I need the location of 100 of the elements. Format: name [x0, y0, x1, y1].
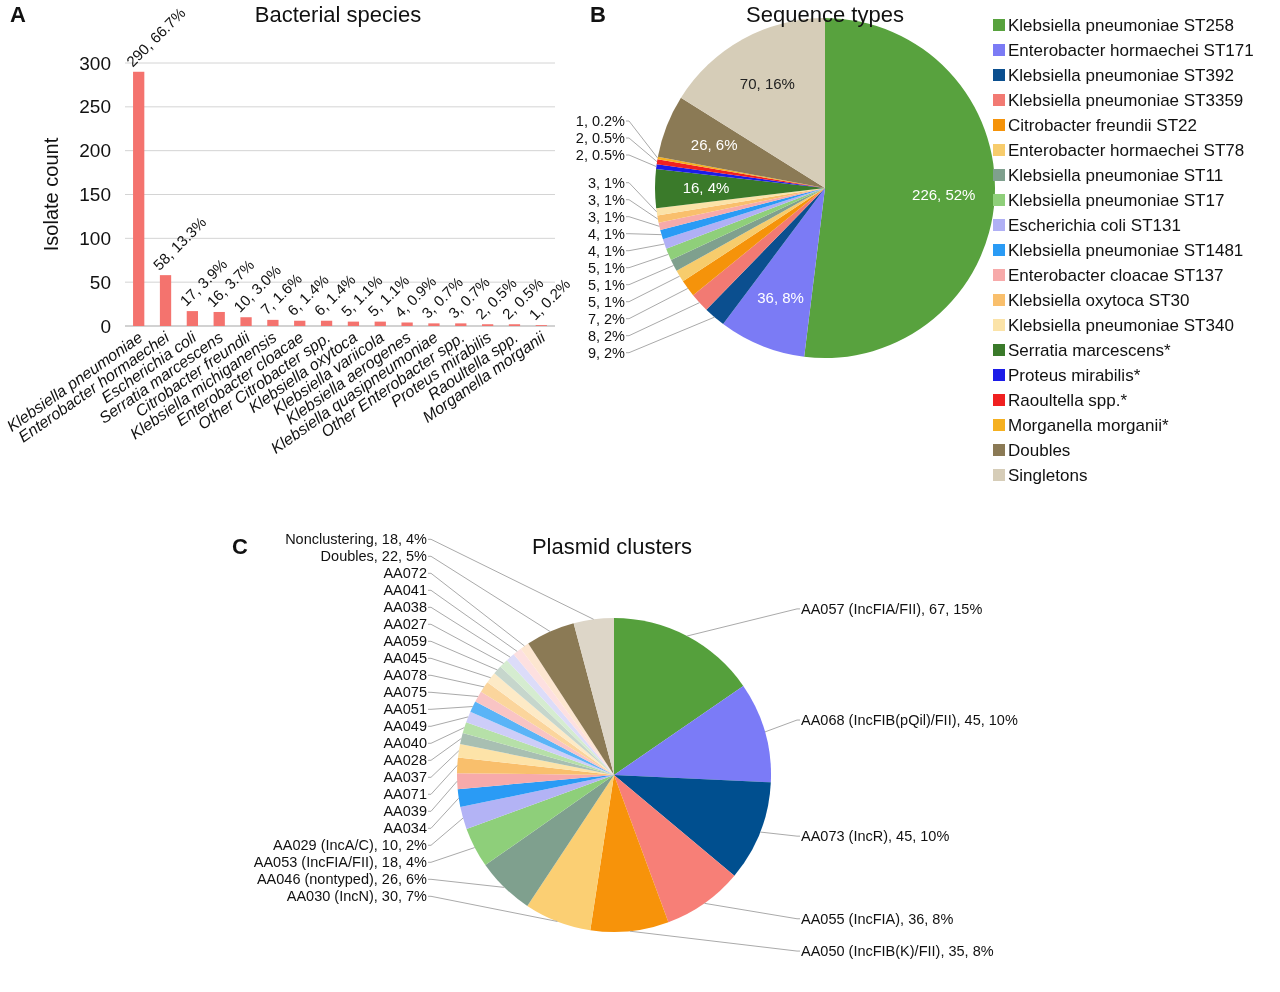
- data-label: 9, 2%: [587, 344, 626, 361]
- bar: [347, 321, 360, 326]
- slice-label: Doubles, 22, 5%: [320, 548, 428, 565]
- slice-label: AA028: [383, 752, 427, 769]
- data-label: 4, 1%: [587, 225, 626, 242]
- legend-label: Klebsiella pneumoniae ST3359: [1008, 91, 1244, 110]
- bar: [159, 275, 172, 326]
- y-tick-label: 100: [79, 227, 111, 249]
- pie-slice: [590, 775, 669, 932]
- bar: [294, 320, 306, 326]
- legend-label: Morganella morganii*: [1008, 416, 1170, 435]
- data-label: 16, 4%: [682, 179, 730, 197]
- bar: [213, 311, 225, 326]
- text: A: [10, 2, 26, 27]
- bar: [428, 323, 440, 326]
- slice-label: AA029 (IncA/C), 10, 2%: [273, 837, 428, 854]
- chart-title: Sequence types: [746, 2, 904, 27]
- data-label: 5, 1%: [587, 259, 626, 276]
- slice-label: AA057 (IncFIA/FII), 67, 15%: [801, 600, 983, 617]
- data-label: 5, 1%: [587, 276, 626, 293]
- legend-label: Klebsiella pneumoniae ST258: [1008, 16, 1234, 35]
- data-label: 3, 1%: [587, 208, 626, 225]
- slice-label: AA078: [383, 667, 427, 684]
- slice-label: Nonclustering, 18, 4%: [285, 531, 428, 548]
- slice-label: AA075: [383, 684, 427, 701]
- data-label: 26, 6%: [690, 135, 738, 153]
- text: C: [232, 534, 248, 559]
- slice-label: AA045: [383, 650, 427, 667]
- data-label: 5, 1%: [587, 293, 626, 310]
- pie-slice: [457, 775, 614, 808]
- legend-label: Enterobacter hormaechei ST171: [1008, 41, 1254, 60]
- legend-label: Klebsiella pneumoniae ST392: [1008, 66, 1234, 85]
- legend-label: Citrobacter freundii ST22: [1008, 116, 1197, 135]
- legend-label: Klebsiella pneumoniae ST1481: [1008, 241, 1244, 260]
- legend-label: Klebsiella oxytoca ST30: [1008, 291, 1190, 310]
- legend-label: Escherichia coli ST131: [1008, 216, 1181, 235]
- pie-slice: [614, 618, 744, 775]
- chart-title: Plasmid clusters: [531, 534, 693, 559]
- slice-label: AA050 (IncFIB(K)/FII), 35, 8%: [801, 943, 994, 960]
- legend-label: Doubles: [1008, 441, 1071, 460]
- y-axis-title: Isolate count: [40, 137, 62, 252]
- y-tick-label: 250: [79, 96, 111, 118]
- pie-slice: [460, 775, 614, 829]
- slice-label: AA027: [383, 616, 427, 633]
- slice-label: AA034: [383, 820, 427, 837]
- bar: [133, 71, 145, 326]
- chart-title: Bacterial species: [254, 2, 422, 27]
- legend-label: Enterobacter cloacae ST137: [1008, 266, 1224, 285]
- pie-slice: [457, 744, 614, 775]
- slice-label: AA073 (IncR), 45, 10%: [801, 828, 950, 845]
- data-label: 70, 16%: [739, 74, 795, 92]
- slice-label: AA049: [383, 718, 427, 735]
- pie-slice: [485, 775, 614, 906]
- data-label: 3, 1%: [587, 174, 626, 191]
- data-label: 2, 0.5%: [575, 130, 626, 147]
- slice-label: AA040: [383, 735, 427, 752]
- data-label: 2, 0.5%: [575, 147, 626, 164]
- pie-slice: [462, 722, 614, 775]
- slice-label: AA037: [383, 769, 427, 786]
- pie-slice: [466, 711, 614, 775]
- pie-slice: [527, 775, 614, 931]
- slice-label: AA039: [383, 803, 427, 820]
- y-tick-label: 200: [79, 140, 111, 162]
- slice-label: AA059: [383, 633, 427, 650]
- slice-label: AA053 (IncFIA/FII), 18, 4%: [253, 854, 428, 871]
- slice-label: AA072: [383, 565, 427, 582]
- legend-label: Raoultella spp.*: [1008, 391, 1128, 410]
- legend-label: Singletons: [1008, 466, 1088, 485]
- data-label: 4, 1%: [587, 242, 626, 259]
- slice-label: AA051: [383, 701, 427, 718]
- data-label: 3, 1%: [587, 191, 626, 208]
- pie-slice: [614, 775, 771, 876]
- slice-label: AA071: [383, 786, 427, 803]
- y-tick-label: 50: [89, 271, 111, 293]
- data-label: 8, 2%: [587, 327, 626, 344]
- legend-label: Klebsiella pneumoniae ST17: [1008, 191, 1225, 210]
- y-tick-label: 150: [79, 184, 111, 206]
- data-label: 226, 52%: [912, 186, 976, 204]
- bar: [240, 317, 252, 326]
- legend-label: Proteus mirabilis*: [1008, 366, 1141, 385]
- bar: [267, 319, 279, 326]
- legend-label: Enterobacter hormaechei ST78: [1008, 141, 1245, 160]
- bar: [320, 320, 333, 326]
- pie-slice: [466, 775, 614, 865]
- data-label: 36, 8%: [757, 289, 804, 307]
- data-label: 7, 2%: [587, 310, 626, 327]
- slice-label: AA038: [383, 599, 427, 616]
- bar: [374, 321, 386, 326]
- legend-label: Klebsiella pneumoniae ST11: [1008, 166, 1224, 185]
- legend-label: Klebsiella pneumoniae ST340: [1008, 316, 1234, 335]
- bar: [401, 322, 413, 326]
- y-tick-label: 300: [79, 52, 111, 74]
- bar: [455, 323, 467, 326]
- pie-slice: [614, 775, 735, 923]
- pie-slice: [528, 623, 614, 775]
- slice-label: AA030 (IncN), 30, 7%: [286, 888, 428, 905]
- bar: [186, 311, 199, 326]
- text: B: [590, 2, 606, 27]
- pie-slice: [573, 618, 614, 775]
- data-label: 1, 0.2%: [575, 113, 626, 130]
